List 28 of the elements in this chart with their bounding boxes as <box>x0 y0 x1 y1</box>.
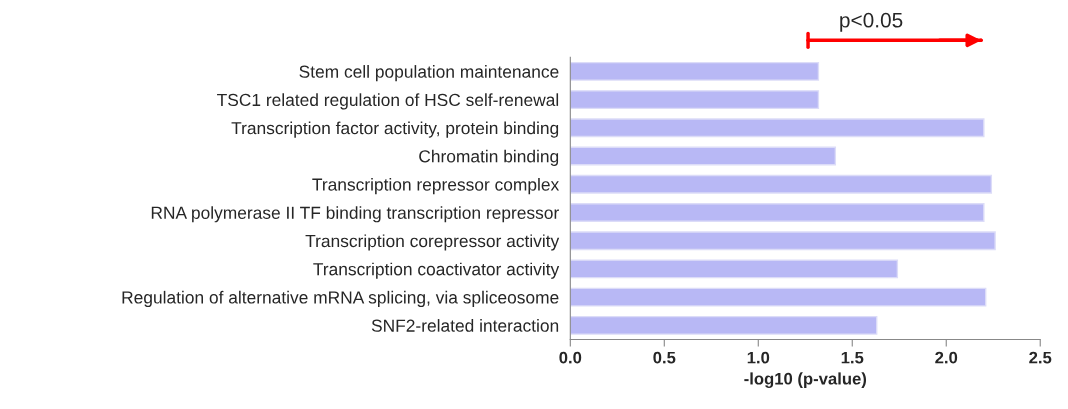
bar <box>570 203 985 222</box>
bar <box>570 231 996 251</box>
x-tick-label: 1.5 <box>841 351 864 364</box>
x-tick-label: 1.0 <box>747 351 770 364</box>
x-axis-title: -log10 (p-value) <box>744 372 867 388</box>
bar <box>570 287 987 307</box>
y-tick-label: Regulation of alternative mRNA splicing, via spliceosome <box>122 290 559 308</box>
y-tick-label: TSC1 related regulation of HSC self-renewal <box>217 93 559 110</box>
y-tick-label: SNF2-related interaction <box>371 319 559 332</box>
bar <box>570 174 993 194</box>
text: p<0.05 <box>840 12 903 32</box>
bar <box>570 118 985 138</box>
x-tick-label: 2.5 <box>1029 351 1052 364</box>
bar <box>570 146 837 166</box>
y-tick-label: Transcription factor activity, protein binding <box>231 121 559 138</box>
bar <box>570 259 899 279</box>
x-tick-label: 0.5 <box>653 351 676 364</box>
x-tick-label: 0.0 <box>559 351 582 364</box>
bar <box>570 315 878 335</box>
bar <box>570 61 820 81</box>
y-tick-label: Stem cell population maintenance <box>299 65 559 82</box>
y-tick-label: RNA polymerase II TF binding transcription repressor <box>151 206 559 223</box>
y-tick-label: Transcription repressor complex <box>312 177 560 195</box>
y-tick-label: Transcription corepressor activity <box>305 234 560 251</box>
x-tick-label: 2.0 <box>935 351 958 364</box>
bar <box>570 90 820 110</box>
y-tick-label: Chromatin binding <box>419 149 559 166</box>
y-tick-label: Transcription coactivator activity <box>313 262 560 279</box>
